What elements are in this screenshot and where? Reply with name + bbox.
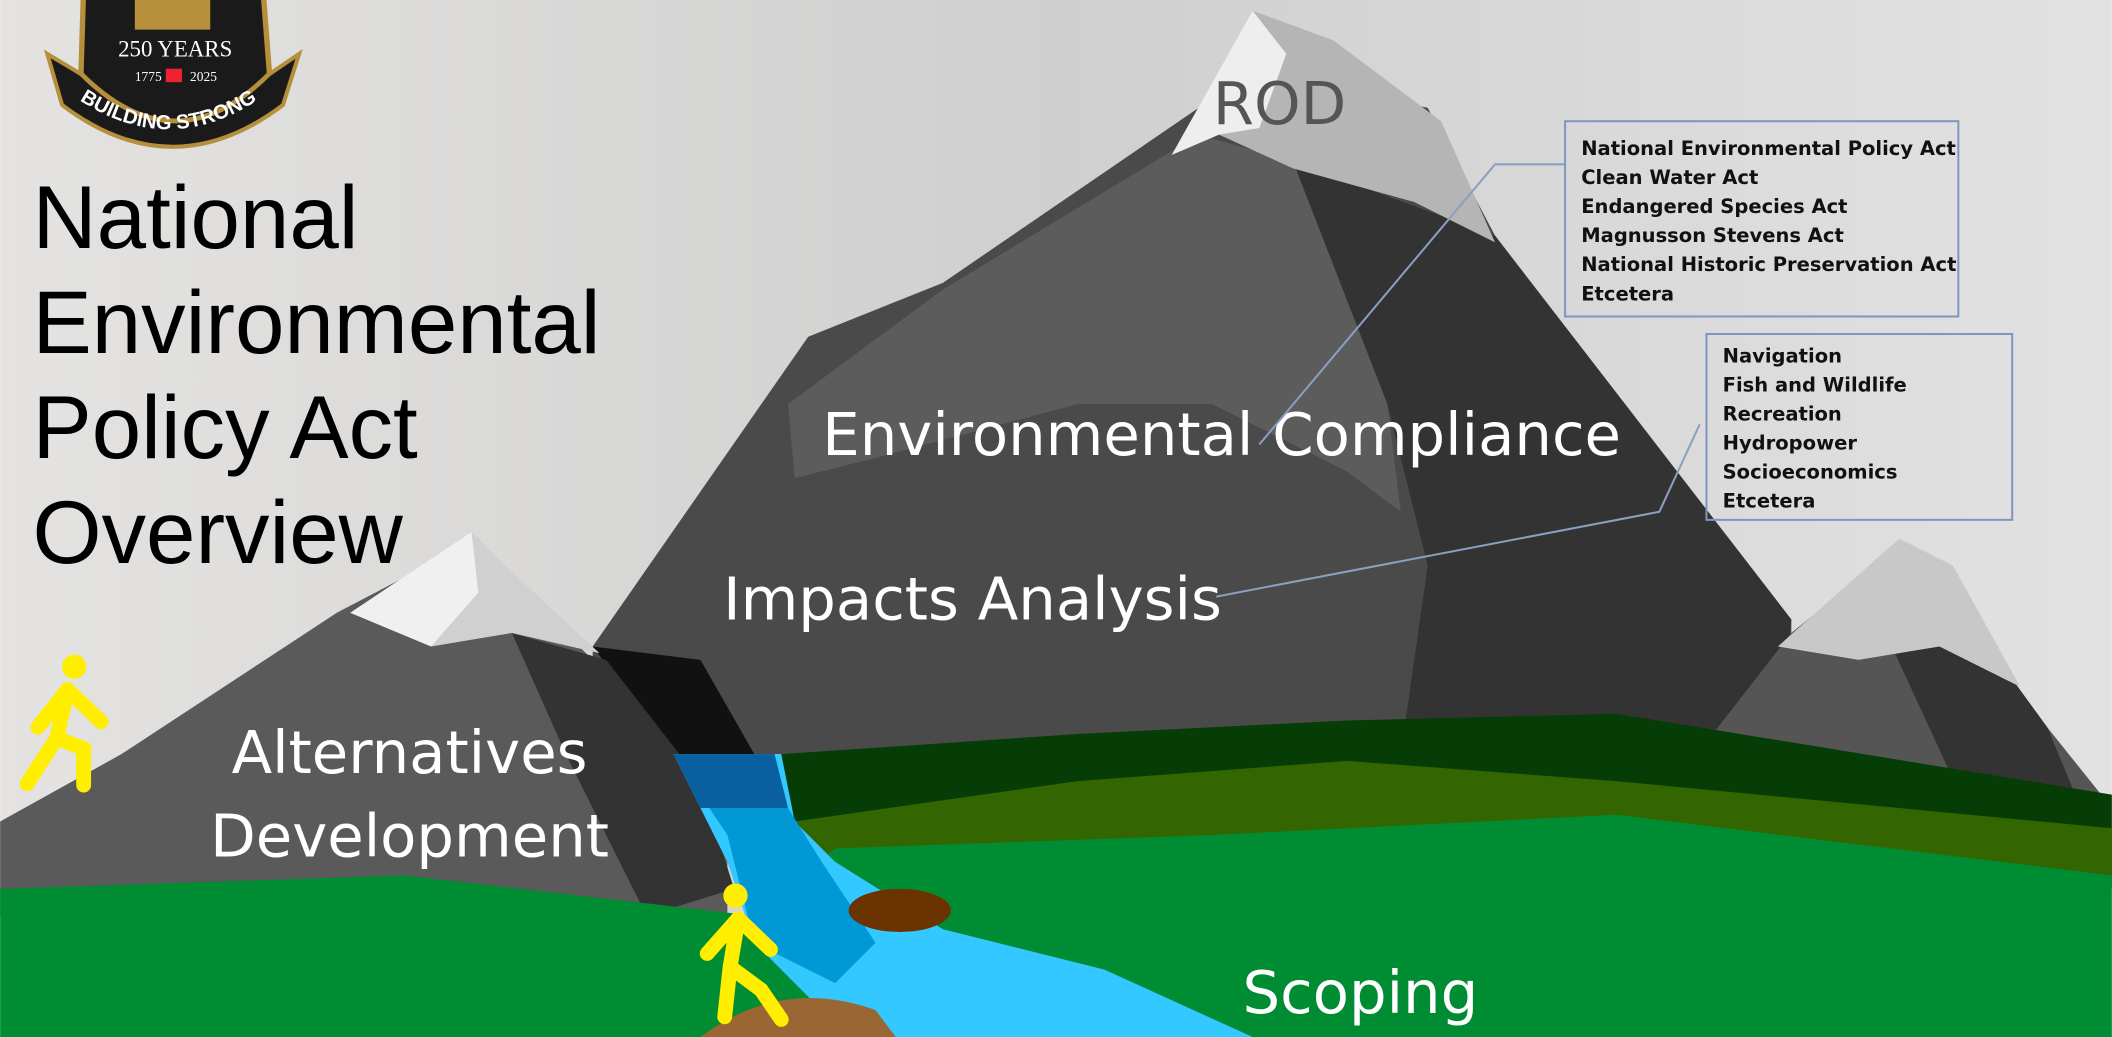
mountain-face bbox=[787, 134, 1401, 512]
callout-item: National Historic Preservation Act bbox=[1581, 253, 1956, 276]
left-mountain-shadow bbox=[511, 632, 735, 916]
callout-item: Etcetera bbox=[1723, 490, 1816, 513]
callout-item: Etcetera bbox=[1581, 282, 1674, 305]
callout-box bbox=[1705, 332, 2014, 521]
callout-item: Endangered Species Act bbox=[1581, 195, 1847, 218]
left-snow-light bbox=[350, 531, 479, 647]
leader-line bbox=[1258, 163, 1566, 446]
leader-line bbox=[1216, 423, 1701, 598]
callout-lists: National Environmental Policy Act Clean W… bbox=[1581, 137, 1956, 513]
waterfall bbox=[673, 754, 876, 984]
logo-end: 2025 bbox=[190, 69, 217, 84]
logo-years: 250 YEARS bbox=[118, 37, 232, 62]
callout-box bbox=[1564, 120, 1960, 318]
callout-item: Magnusson Stevens Act bbox=[1581, 224, 1844, 247]
mound bbox=[700, 998, 896, 1037]
callout-item: Fish and Wildlife bbox=[1723, 373, 1907, 396]
callout-item: National Environmental Policy Act bbox=[1581, 137, 1956, 160]
title: National Environmental Policy Act Overvi… bbox=[32, 168, 600, 582]
logo-castle bbox=[165, 68, 182, 83]
stage-label: Alternatives bbox=[232, 718, 588, 787]
title-line: Policy Act bbox=[32, 378, 418, 477]
stage-label: Development bbox=[210, 802, 609, 871]
hiker-bottom bbox=[699, 883, 789, 1027]
crevice bbox=[592, 646, 755, 755]
ground bbox=[0, 814, 2112, 1037]
rock bbox=[848, 888, 951, 932]
right-snow bbox=[1777, 538, 2021, 687]
callout-item: Hydropower bbox=[1723, 432, 1858, 455]
stage-label: ROD bbox=[1213, 69, 1346, 138]
hiker-top bbox=[19, 654, 109, 793]
callout-item: Socioeconomics bbox=[1723, 461, 1898, 484]
logo-start: 1775 bbox=[135, 69, 162, 84]
title-line: Environmental bbox=[32, 273, 600, 372]
stage-label: Impacts Analysis bbox=[723, 565, 1222, 634]
mountain-shadow bbox=[1293, 161, 1792, 755]
title-line: National bbox=[32, 168, 358, 267]
callout-item: Clean Water Act bbox=[1581, 166, 1758, 189]
stage-label: Environmental Compliance bbox=[822, 400, 1621, 469]
falls-top bbox=[673, 754, 788, 809]
stage-label: Scoping bbox=[1243, 958, 1479, 1027]
logo: 250 YEARS 1775 2025 BUILDING STRONG bbox=[43, 0, 303, 149]
snow-cap bbox=[1171, 10, 1287, 155]
callout-item: Navigation bbox=[1723, 344, 1842, 367]
callout-item: Recreation bbox=[1723, 402, 1842, 425]
title-line: Overview bbox=[32, 483, 403, 582]
